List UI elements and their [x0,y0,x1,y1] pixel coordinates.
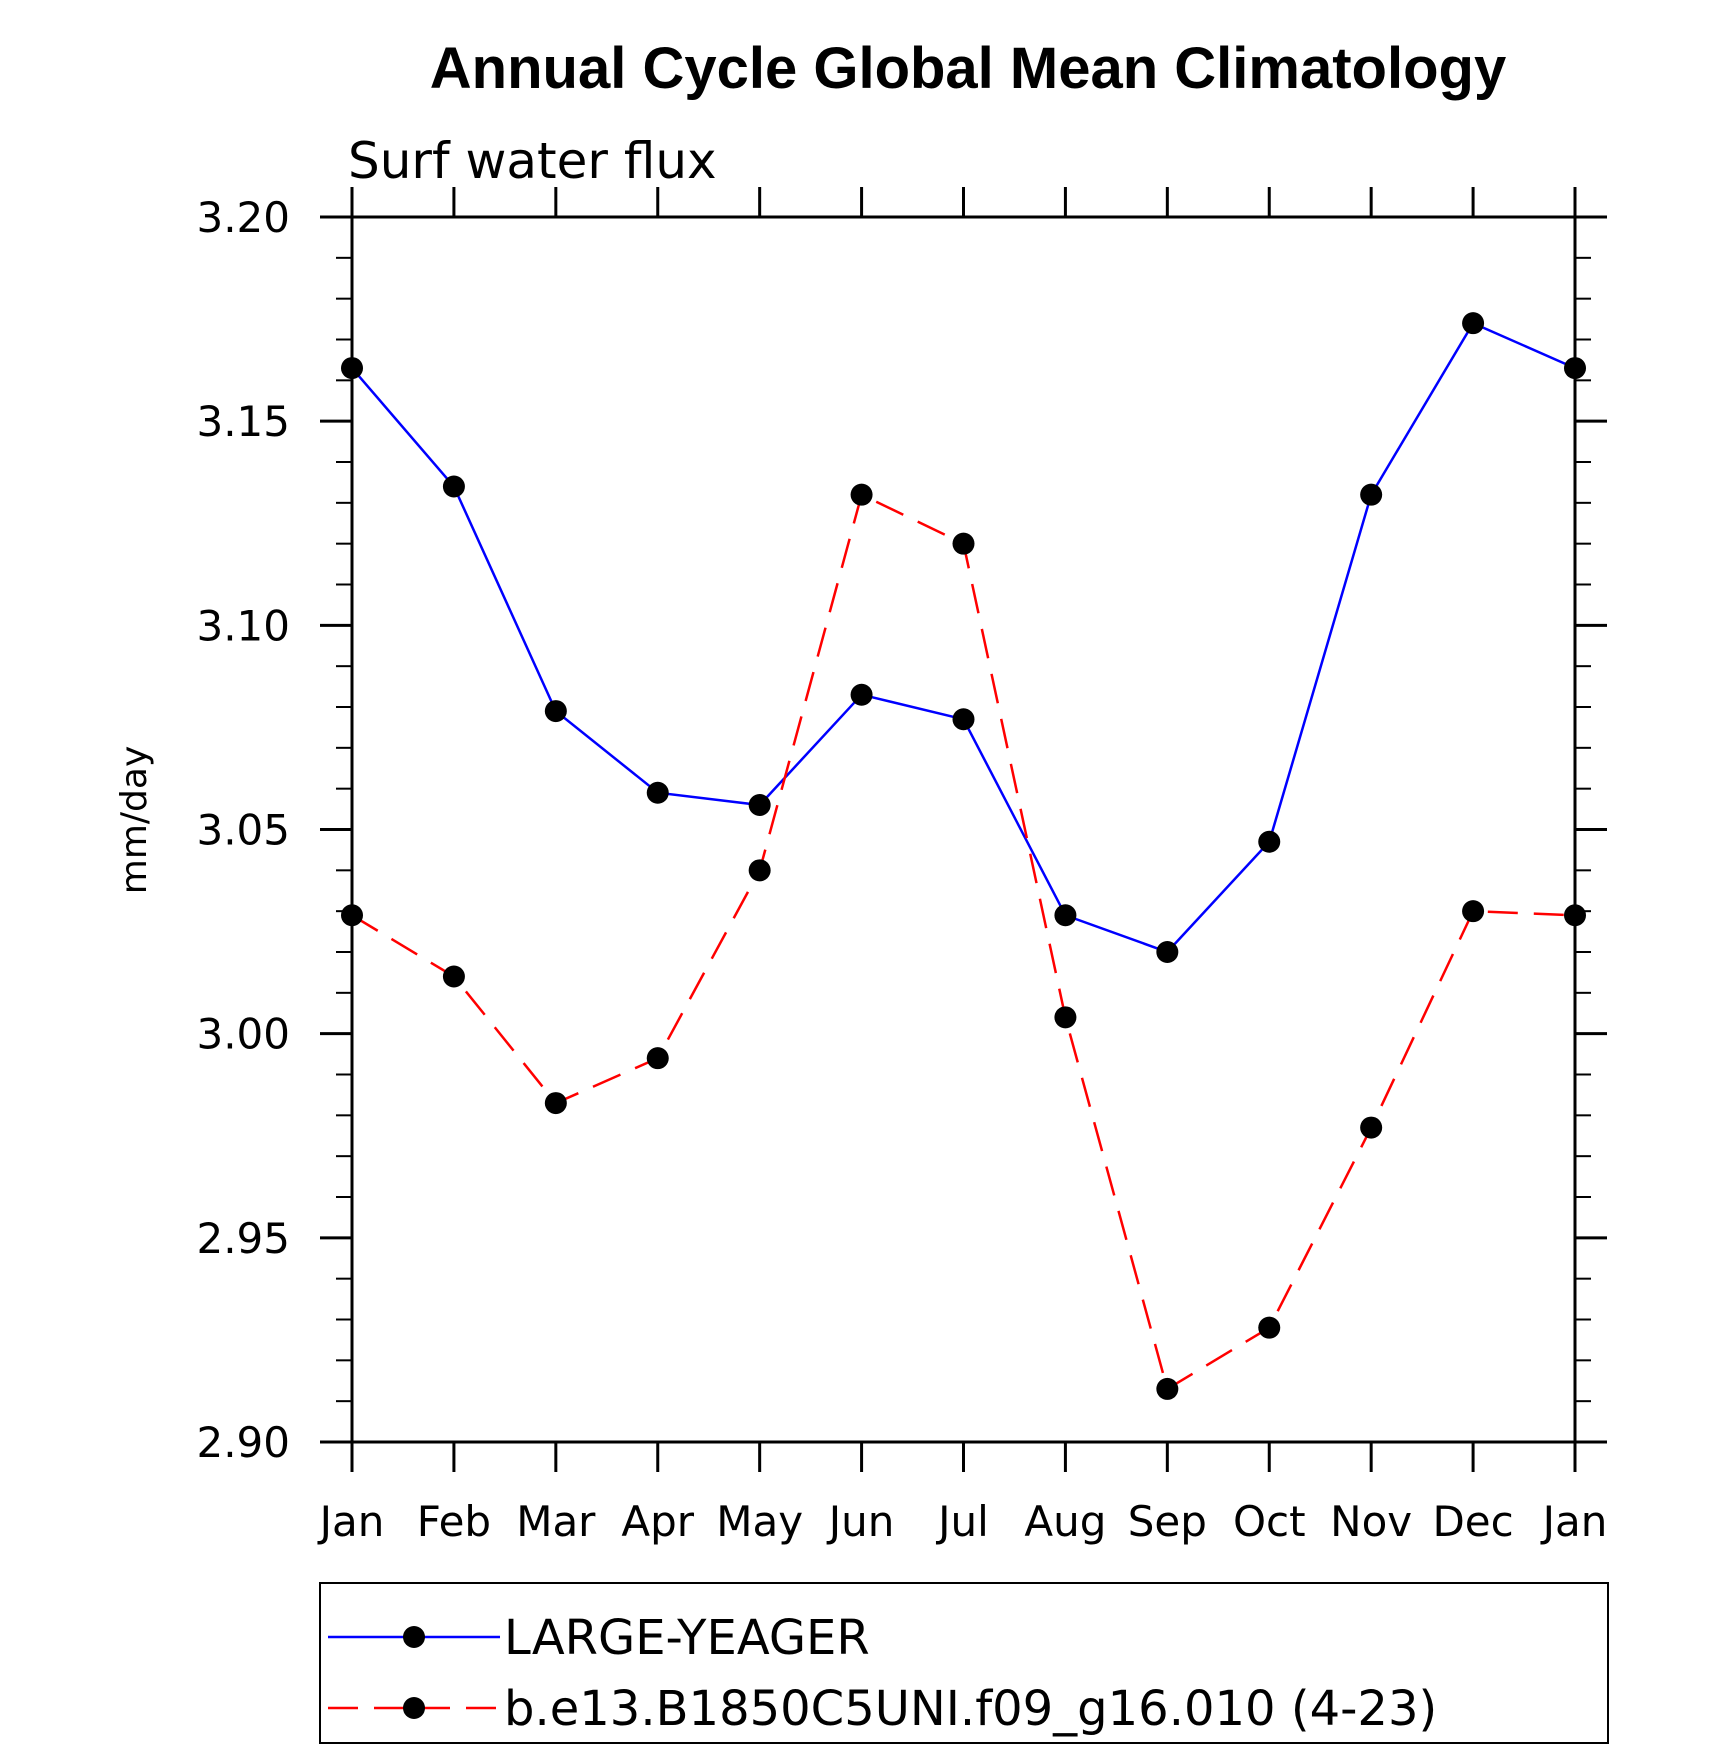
data-point-series-2 [646,1047,669,1070]
data-point-series-1 [341,357,363,380]
y-axis: 2.90 2.95 3.00 3.05 3.10 3.15 3.20 [196,193,1607,1467]
data-point-series-2 [1564,904,1586,927]
x-tick-label: Dec [1432,1497,1513,1546]
legend-box [319,1582,1609,1744]
data-point-series-1 [952,708,975,731]
data-point-series-2 [1156,1377,1179,1400]
data-point-series-1 [748,794,771,816]
data-point-series-2 [748,859,771,882]
legend-marker-2 [403,1697,425,1719]
x-tick-label: Jan [1540,1497,1608,1546]
chart-title: Annual Cycle Global Mean Climatology [430,36,1506,101]
x-tick-label: Feb [417,1497,491,1546]
series-line-2 [351,492,1576,1391]
legend: LARGE-YEAGER b.e13.B1850C5UNI.f09_g16.010… [328,1610,1437,1737]
data-point-series-1 [1462,312,1485,335]
x-tick-label: Mar [516,1497,596,1546]
series-line-1 [351,321,1576,954]
y-tick-label: 3.15 [196,397,290,446]
data-point-series-2 [1054,1006,1077,1029]
chart-subtitle: Surf water flux [348,132,717,190]
y-axis-label: mm/day [114,746,155,894]
x-tick-label: Aug [1024,1497,1106,1546]
plot-series [341,312,1586,1400]
data-point-series-1 [442,475,465,498]
x-tick-label: Apr [621,1497,694,1546]
x-tick-label: Jun [826,1497,895,1546]
x-tick-label: Oct [1233,1497,1306,1546]
y-tick-label: 2.95 [196,1214,290,1263]
y-tick-label: 3.10 [196,601,290,650]
data-point-series-1 [850,683,873,706]
data-point-series-2 [544,1092,567,1115]
data-point-series-1 [544,700,567,723]
data-point-series-1 [646,781,669,804]
data-point-series-2 [850,483,873,506]
data-point-series-2 [1462,900,1485,923]
x-tick-label: Jul [935,1497,989,1546]
data-point-series-1 [1054,904,1077,927]
data-point-series-2 [1258,1316,1281,1339]
data-point-series-1 [1360,483,1383,506]
data-point-series-1 [1258,830,1281,853]
plot-frame [350,215,1577,1444]
y-tick-label: 3.00 [196,1010,290,1059]
legend-label-1: LARGE-YEAGER [504,1610,870,1666]
data-point-series-2 [341,904,363,927]
x-axis: Jan Feb Mar Apr May Jun Jul Aug Sep Oct Nov Dec Jan [317,187,1608,1546]
x-tick-label: May [716,1497,803,1546]
x-tick-label: Sep [1128,1497,1207,1546]
legend-label-2: b.e13.B1850C5UNI.f09_g16.010 (4-23) [504,1681,1437,1737]
data-point-series-2 [1360,1116,1383,1139]
legend-marker-1 [403,1626,425,1648]
data-point-series-2 [952,532,975,555]
data-point-series-2 [442,965,465,988]
y-tick-label: 2.90 [196,1418,290,1467]
x-tick-label: Jan [317,1497,385,1546]
data-point-series-1 [1564,357,1586,380]
y-tick-label: 3.05 [196,806,290,855]
x-tick-label: Nov [1330,1497,1412,1546]
data-point-series-1 [1156,941,1179,963]
y-tick-label: 3.20 [196,193,290,242]
